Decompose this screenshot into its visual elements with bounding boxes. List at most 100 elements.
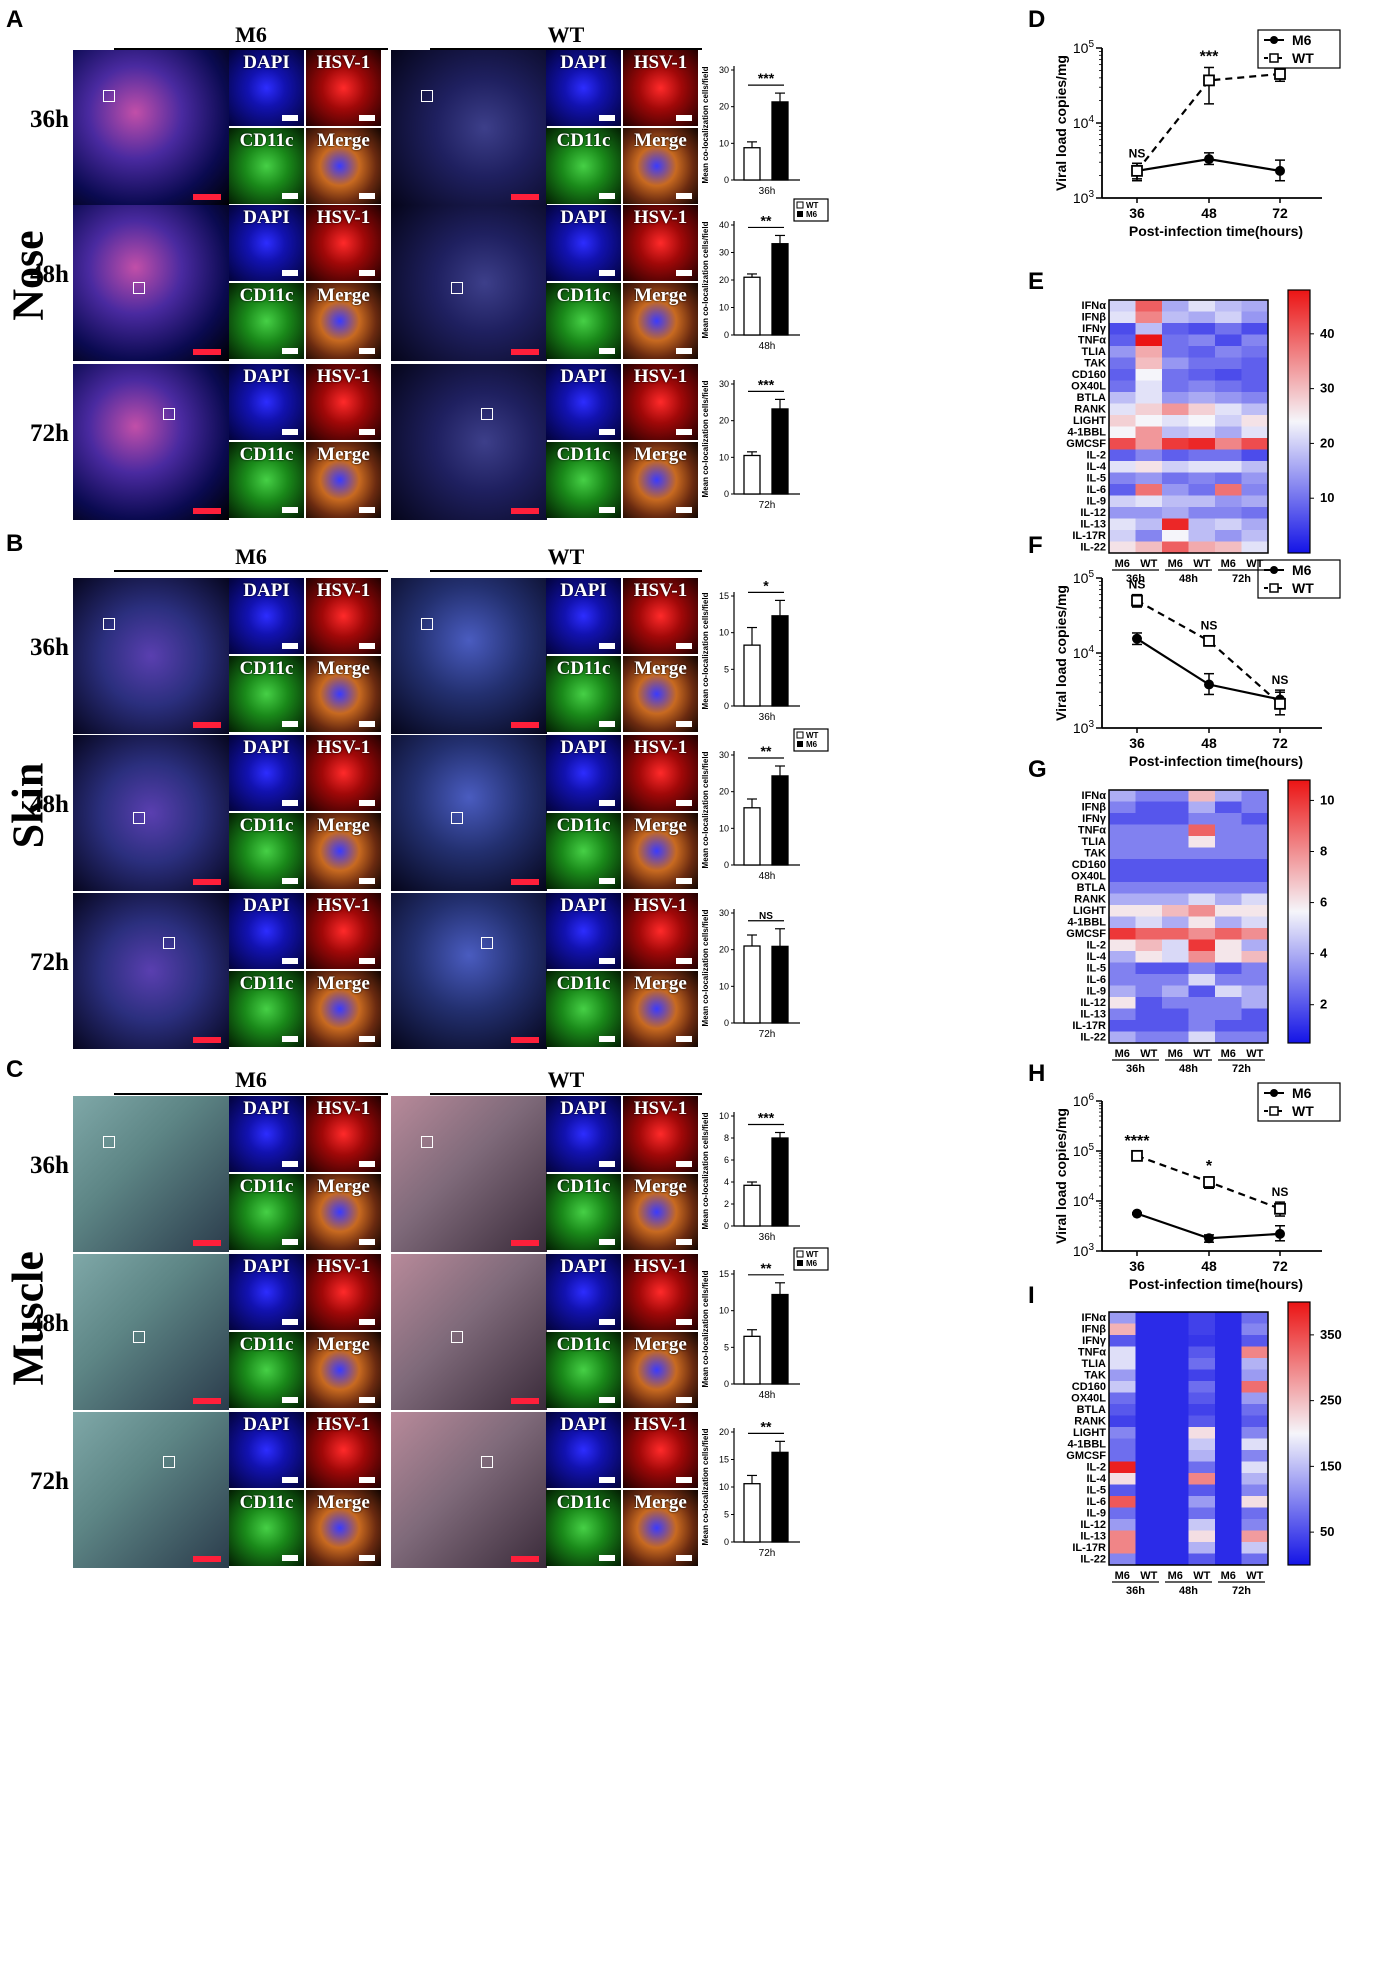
- bar-xlabel: 36h: [759, 712, 776, 723]
- heatmap-group-label: 36h: [1126, 573, 1145, 585]
- heatmap-cell: [1135, 1008, 1163, 1021]
- heatmap-cell: [1188, 392, 1216, 404]
- heatmap-cell: [1215, 530, 1242, 542]
- significance-label: NS: [1272, 673, 1289, 687]
- hsv-tile-muscle-wt-2: HSV-1: [623, 1412, 698, 1488]
- heatmap-cell: [1241, 893, 1269, 906]
- bar-chart-C-72h: Mean co-localization cells/field 0 5 10 15 20…: [701, 1418, 800, 1559]
- heatmap-cell: [1135, 1323, 1163, 1336]
- heatmap-column-label: M6: [1221, 1570, 1236, 1582]
- dapi-channel-label: DAPI: [560, 895, 607, 916]
- heatmap-cell: [1215, 882, 1242, 894]
- heatmap-cell: [1109, 905, 1136, 917]
- heatmap-cell: [1215, 1008, 1242, 1021]
- colorbar-tick-label: 150: [1320, 1458, 1342, 1473]
- heatmap-cell: [1215, 1450, 1242, 1462]
- heatmap-row-label: CD160: [1072, 369, 1106, 381]
- heatmap-cell: [1188, 369, 1216, 381]
- heatmap-cell: [1188, 495, 1216, 508]
- series-line-wt: [1136, 72, 1281, 172]
- cd11c-tile-nose-m6-1: CD11c: [229, 283, 304, 359]
- bar-m6: [771, 775, 789, 866]
- heatmap-cell: [1109, 847, 1136, 860]
- cd11c-tile-muscle-wt-0: CD11c: [546, 1174, 621, 1250]
- zoom-box: [133, 812, 145, 824]
- merge-channel-label: Merge: [634, 285, 687, 306]
- heatmap-cell: [1188, 1461, 1216, 1474]
- heatmap-cell: [1109, 1496, 1136, 1508]
- colorbar-tick-label: 6: [1320, 895, 1327, 910]
- heatmap-row-label: TAK: [1084, 848, 1106, 860]
- heatmap-cell: [1188, 1415, 1216, 1428]
- heatmap-cell: [1215, 323, 1242, 335]
- heatmap-cell: [1188, 530, 1216, 542]
- scale-bar: [599, 270, 615, 276]
- cd11c-channel-label: CD11c: [556, 1176, 611, 1197]
- colorbar-tick-label: 350: [1320, 1327, 1342, 1342]
- y-tick-label: 0: [724, 175, 729, 185]
- panel-label-a: A: [6, 6, 24, 33]
- dapi-tile-skin-m6-2: DAPI: [229, 893, 304, 969]
- heatmap-row-label: IFNγ: [1082, 323, 1107, 335]
- bar-xlabel: 48h: [759, 341, 776, 352]
- y-tick-label: 8: [724, 1133, 729, 1143]
- panel-label-i: I: [1028, 1282, 1035, 1309]
- group-header-wt: WT: [547, 1067, 585, 1092]
- heatmap-cell: [1162, 426, 1189, 439]
- heatmap-cell: [1241, 1415, 1269, 1428]
- y-axis-label: Viral load copies/mg: [1053, 585, 1069, 721]
- heatmap-cell: [1135, 403, 1163, 416]
- heatmap-cell: [1162, 403, 1189, 416]
- heatmap-cell: [1135, 507, 1163, 519]
- heatmap-cell: [1135, 392, 1163, 404]
- scale-bar: [282, 958, 298, 964]
- scale-bar: [359, 1397, 375, 1403]
- overview-image-muscle-m6-2: [73, 1412, 229, 1568]
- heatmap-cell: [1135, 974, 1163, 986]
- significance-label: NS: [1129, 146, 1146, 160]
- merge-channel-label: Merge: [634, 973, 687, 994]
- panel-label-d: D: [1028, 6, 1046, 33]
- hsv-channel-label: HSV-1: [316, 580, 371, 601]
- y-tick-label: 10: [719, 138, 729, 148]
- heatmap-cell: [1109, 1542, 1136, 1554]
- cd11c-channel-label: CD11c: [239, 815, 294, 836]
- cd11c-tile-skin-m6-1: CD11c: [229, 813, 304, 889]
- cd11c-channel-label: CD11c: [556, 1334, 611, 1355]
- scale-bar: [282, 115, 298, 121]
- overview-image-skin-m6-0: [73, 578, 229, 734]
- dapi-channel-label: DAPI: [243, 737, 290, 758]
- heatmap-cell: [1241, 1473, 1269, 1485]
- heatmap-cell: [1188, 1553, 1216, 1566]
- y-tick-label: 15: [719, 1455, 729, 1465]
- heatmap-cell: [1135, 495, 1163, 508]
- y-tick-label: 0: [724, 489, 729, 499]
- merge-channel-label: Merge: [317, 444, 370, 465]
- time-label-muscle-1: 48h: [30, 1310, 69, 1337]
- heatmap-cell: [1135, 847, 1163, 860]
- heatmap-cell: [1109, 985, 1136, 998]
- scale-bar: [676, 1161, 692, 1167]
- y-tick-label: 10: [719, 303, 729, 313]
- scale-bar: [599, 1397, 615, 1403]
- heatmap-cell: [1241, 1461, 1269, 1474]
- heatmap-cell: [1109, 495, 1136, 508]
- svg-text:M6: M6: [806, 210, 818, 219]
- heatmap-cell: [1135, 530, 1163, 542]
- heatmap-cell: [1215, 507, 1242, 519]
- zoom-box: [133, 282, 145, 294]
- heatmap-cell: [1109, 461, 1136, 473]
- point-wt-72: [1274, 68, 1286, 80]
- heatmap-row-label: IFNγ: [1082, 1335, 1107, 1347]
- heatmap-cell: [1215, 1553, 1242, 1566]
- heatmap-cell: [1188, 813, 1216, 825]
- heatmap-cell: [1135, 334, 1163, 347]
- cd11c-channel-label: CD11c: [556, 130, 611, 151]
- scale-bar: [676, 115, 692, 121]
- heatmap-cell: [1241, 518, 1269, 531]
- heatmap-cell: [1215, 426, 1242, 439]
- scale-bar: [359, 1239, 375, 1245]
- heatmap-cell: [1188, 1335, 1216, 1347]
- heatmap-cell: [1135, 813, 1163, 825]
